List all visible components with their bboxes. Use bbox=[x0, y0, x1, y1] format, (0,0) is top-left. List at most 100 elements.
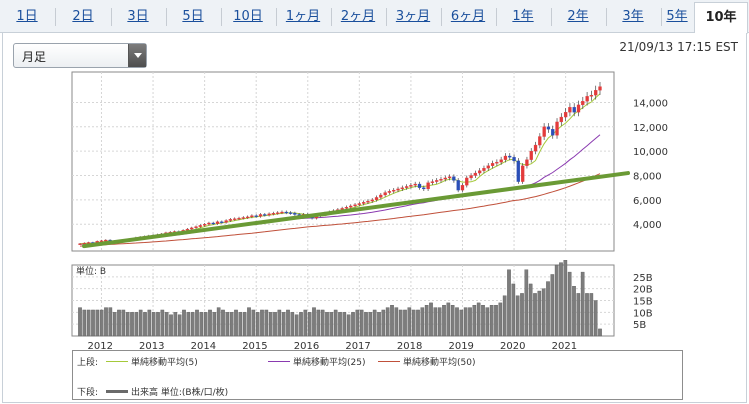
volume-bar bbox=[125, 312, 130, 337]
volume-bar bbox=[550, 274, 555, 337]
volume-bar bbox=[563, 260, 568, 337]
candle-body bbox=[469, 175, 473, 179]
volume-bar bbox=[351, 312, 355, 337]
volume-bar bbox=[455, 307, 459, 337]
legend-ma50: 単純移動平均(50) bbox=[375, 355, 475, 368]
candle-body bbox=[435, 180, 439, 182]
tab-5[interactable]: 10日 bbox=[233, 9, 263, 24]
candle-body bbox=[254, 215, 258, 217]
volume-bar bbox=[437, 307, 442, 337]
tab-separator bbox=[441, 8, 442, 26]
tab-8[interactable]: 3ヶ月 bbox=[395, 9, 431, 24]
volume-bar bbox=[238, 312, 243, 337]
volume-bar bbox=[511, 283, 516, 337]
volume-bar bbox=[416, 309, 420, 337]
volume-bar bbox=[459, 309, 464, 337]
volume-bar bbox=[468, 307, 472, 337]
x-tick-label: 2019 bbox=[448, 341, 473, 352]
candle-body bbox=[551, 129, 555, 136]
volume-bar bbox=[338, 312, 342, 337]
legend-ma5-label: 単純移動平均(5) bbox=[131, 358, 198, 368]
volume-bar bbox=[169, 314, 173, 337]
tab-12[interactable]: 3年 bbox=[622, 9, 644, 24]
volume-bar bbox=[507, 269, 511, 337]
candle-body bbox=[417, 183, 422, 188]
volume-bar bbox=[225, 312, 230, 337]
candle-body bbox=[284, 211, 288, 214]
volume-bar bbox=[117, 309, 121, 337]
volume-bar bbox=[195, 309, 199, 337]
volume-tick-label: 5B bbox=[633, 320, 646, 331]
volume-bar bbox=[325, 312, 329, 337]
candle-body bbox=[250, 215, 254, 218]
candle-body bbox=[379, 194, 383, 198]
price-tick-label: 4,000 bbox=[633, 220, 662, 231]
tab-1[interactable]: 1日 bbox=[16, 9, 38, 24]
candle-body bbox=[276, 212, 280, 214]
volume-bar bbox=[78, 307, 82, 337]
candle-body bbox=[538, 136, 542, 146]
volume-bar bbox=[208, 309, 212, 337]
legend-ma50-label: 単純移動平均(50) bbox=[403, 358, 476, 368]
tab-10[interactable]: 1年 bbox=[512, 9, 534, 24]
candle-body bbox=[271, 213, 276, 215]
volume-bar bbox=[190, 312, 195, 337]
candle-body bbox=[353, 204, 357, 207]
volume-bar bbox=[312, 307, 316, 337]
legend-ma5: 単純移動平均(5) bbox=[103, 355, 198, 368]
tab-2[interactable]: 2日 bbox=[72, 9, 94, 24]
volume-bar bbox=[580, 271, 585, 337]
candle-body bbox=[233, 218, 237, 220]
x-tick-label: 2018 bbox=[397, 341, 422, 352]
tab-4[interactable]: 5日 bbox=[182, 9, 204, 24]
tab-14[interactable]: 10年 bbox=[694, 2, 748, 34]
price-tick-label: 14,000 bbox=[633, 98, 668, 109]
volume-bar bbox=[303, 309, 308, 337]
volume-bar bbox=[442, 305, 446, 337]
candle-body bbox=[555, 121, 559, 136]
volume-bar bbox=[576, 293, 581, 337]
volume-bar bbox=[364, 312, 368, 337]
volume-bar bbox=[320, 309, 325, 337]
price-tick-label: 8,000 bbox=[633, 172, 662, 183]
candle-body bbox=[516, 160, 521, 182]
candle-body bbox=[499, 159, 503, 163]
candle-body bbox=[387, 191, 392, 193]
volume-bar bbox=[143, 312, 147, 337]
volume-bar bbox=[260, 309, 264, 337]
tab-13[interactable]: 5年 bbox=[666, 9, 688, 24]
tab-9[interactable]: 6ヶ月 bbox=[450, 9, 486, 24]
candle-body bbox=[473, 172, 478, 176]
volume-tick-label: 20B bbox=[633, 285, 653, 296]
candle-body bbox=[228, 219, 233, 221]
volume-bar bbox=[156, 312, 160, 337]
volume-bar bbox=[99, 309, 104, 337]
x-tick-label: 2014 bbox=[191, 341, 216, 352]
candle-body bbox=[486, 165, 490, 169]
tab-11[interactable]: 2年 bbox=[567, 9, 589, 24]
tab-3[interactable]: 3日 bbox=[127, 9, 149, 24]
volume-bar bbox=[160, 309, 165, 337]
tab-separator bbox=[331, 8, 332, 26]
volume-bar bbox=[95, 309, 100, 337]
volume-bar bbox=[407, 307, 412, 337]
tab-6[interactable]: 1ヶ月 bbox=[285, 9, 321, 24]
volume-bar bbox=[342, 312, 347, 337]
volume-bar bbox=[290, 312, 295, 337]
candle-body bbox=[482, 168, 486, 171]
volume-bar bbox=[273, 312, 277, 337]
volume-bar bbox=[216, 307, 221, 337]
tab-7[interactable]: 2ヶ月 bbox=[340, 9, 376, 24]
x-tick-label: 2013 bbox=[139, 341, 164, 352]
candle-body bbox=[439, 179, 443, 181]
volume-bar bbox=[355, 309, 360, 337]
volume-bar bbox=[134, 312, 139, 337]
dropdown-button[interactable] bbox=[128, 44, 146, 67]
volume-bar bbox=[186, 312, 191, 337]
candle-body bbox=[349, 205, 353, 208]
period-select[interactable]: 月足 bbox=[13, 43, 147, 68]
volume-bar bbox=[130, 312, 134, 337]
candle-body bbox=[495, 161, 499, 164]
price-tick-label: 12,000 bbox=[633, 123, 668, 134]
